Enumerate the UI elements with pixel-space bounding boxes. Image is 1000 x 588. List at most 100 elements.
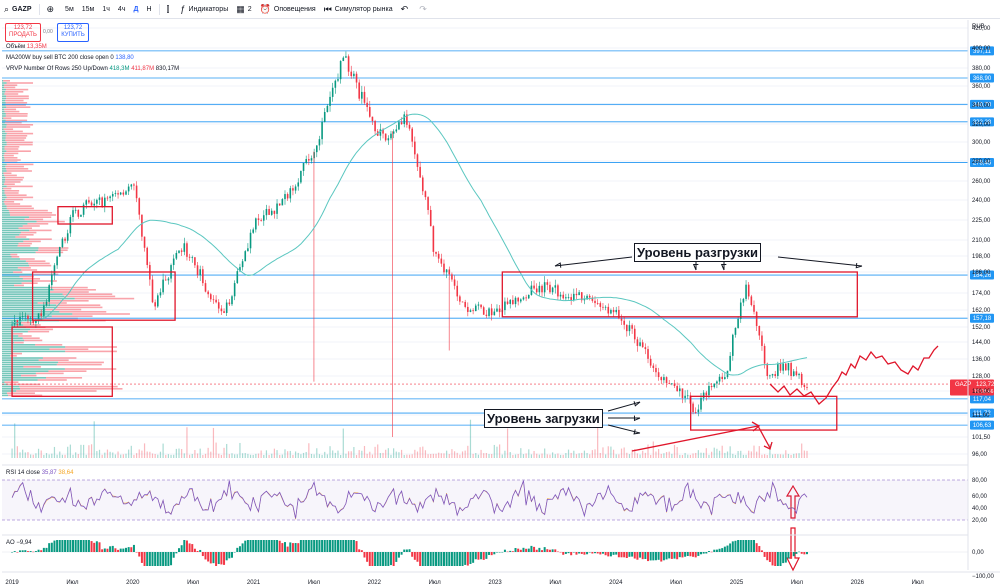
volume-bar <box>263 454 265 458</box>
sell-label: ПРОДАТЬ <box>9 32 37 38</box>
candle-body <box>225 302 228 313</box>
candle-body <box>302 162 305 171</box>
ao-bar <box>572 552 575 553</box>
profile-bar-up <box>2 333 14 335</box>
candle-body <box>432 226 435 252</box>
volume-bar <box>766 454 768 458</box>
candle-body <box>713 383 716 388</box>
profile-bar-down <box>37 379 67 381</box>
candle-body <box>310 158 313 161</box>
ao-bar <box>596 552 599 554</box>
ao-bar <box>631 552 634 557</box>
ao-bar <box>384 552 387 566</box>
ao-bar <box>82 540 85 552</box>
profile-bar-up <box>2 357 43 359</box>
candle-body <box>636 339 639 346</box>
legend-vrvp[interactable]: VRVP Number Of Rows 250 Up/Down 418,3M 4… <box>6 66 179 72</box>
layouts-button[interactable]: ▦ 2 <box>232 0 255 18</box>
volume-bar <box>175 448 177 458</box>
volume-bar <box>591 450 593 458</box>
profile-bar-up <box>2 275 20 278</box>
candle-body <box>684 395 686 398</box>
candle-body <box>384 133 387 141</box>
profile-bar-down <box>11 256 20 258</box>
ao-bar <box>437 552 440 566</box>
volume-bar <box>241 453 244 458</box>
ao-bar <box>689 552 692 557</box>
compare-button[interactable]: ⊕ <box>43 0 62 18</box>
price-tick-label: 162,00 <box>972 308 991 314</box>
volume-bar <box>700 452 702 458</box>
profile-bar-down <box>22 337 40 339</box>
ao-bar <box>389 552 392 566</box>
sell-button[interactable]: 123,72 ПРОДАТЬ <box>5 23 41 42</box>
ao-bar <box>233 551 236 553</box>
replay-button[interactable]: ⏮ Симулятор рынка <box>320 0 397 18</box>
alerts-button[interactable]: ⏰ Оповещения <box>256 0 320 18</box>
legend-volume[interactable]: Объём 13,35M <box>6 44 47 50</box>
redo-button[interactable]: ↷ <box>415 0 434 18</box>
candle-body <box>270 210 273 215</box>
volume-bar <box>414 449 416 458</box>
volume-bar <box>748 450 750 458</box>
volume-bar <box>51 453 53 458</box>
last-price-countdown: 10:08:46 <box>974 389 994 395</box>
interval-5m[interactable]: 5м <box>65 5 74 13</box>
level-label: 157,18 <box>973 316 992 322</box>
volume-bar <box>663 453 665 458</box>
profile-bar-up <box>2 388 21 390</box>
volume-bar <box>212 427 215 458</box>
profile-bar-up <box>2 256 12 258</box>
symbol-search[interactable]: ⌕ GAZP <box>0 0 36 18</box>
ao-bar <box>609 552 612 557</box>
interval-day[interactable]: Д <box>133 5 139 13</box>
legend-ma[interactable]: MA200W buy sell BTC 200 close open 0 138… <box>6 55 134 61</box>
ao-bar <box>132 544 135 552</box>
volume-bar <box>509 452 511 458</box>
volume-bar <box>120 454 122 458</box>
ao-bar <box>734 540 737 552</box>
candle-body <box>284 194 286 200</box>
profile-bar-up <box>2 339 25 342</box>
distribution-level-label[interactable]: Уровень разгрузки <box>634 243 761 262</box>
volume-bar <box>345 453 347 458</box>
volume-bar <box>456 452 458 458</box>
interval-4h[interactable]: 4ч <box>117 5 126 13</box>
volume-bar <box>689 454 692 458</box>
interval-week[interactable]: Н <box>146 5 152 13</box>
indicators-button[interactable]: ƒ Индикаторы <box>176 0 232 18</box>
ao-legend[interactable]: AO −9,94 <box>6 540 32 546</box>
interval-15m[interactable]: 15м <box>81 5 95 13</box>
chart-type-button[interactable]: ⫿ <box>163 0 177 18</box>
volume-bar <box>130 445 132 458</box>
candle-body <box>403 114 406 125</box>
profile-bar-up <box>2 304 57 306</box>
profile-bar-up <box>2 229 30 232</box>
ao-bar <box>366 552 369 562</box>
undo-button[interactable]: ↶ <box>397 0 416 18</box>
candle-body <box>549 284 551 293</box>
ao-bar <box>678 552 681 558</box>
buy-button[interactable]: 123,72 КУПИТЬ <box>57 23 89 42</box>
volume-bar <box>408 454 411 458</box>
candle-body <box>61 238 64 248</box>
candle-body <box>122 192 125 195</box>
rsi-legend[interactable]: RSI 14 close 35,87 38,64 <box>6 470 73 476</box>
interval-1h[interactable]: 1ч <box>102 5 110 13</box>
candle-body <box>694 412 697 413</box>
profile-bar-up <box>2 328 31 331</box>
profile-bar-up <box>2 355 11 357</box>
candle-body <box>292 188 294 191</box>
candle-body <box>358 82 360 99</box>
accumulation-level-label[interactable]: Уровень загрузки <box>484 409 603 428</box>
ao-bar <box>729 543 732 552</box>
profile-bar-up <box>2 271 14 273</box>
ao-bar <box>305 540 308 552</box>
ao-bar <box>594 552 597 554</box>
profile-bar-up <box>2 108 5 111</box>
profile-bar-down <box>35 344 63 346</box>
volume-bar <box>461 451 464 458</box>
ao-bar <box>477 552 480 560</box>
profile-bar-down <box>3 154 14 157</box>
